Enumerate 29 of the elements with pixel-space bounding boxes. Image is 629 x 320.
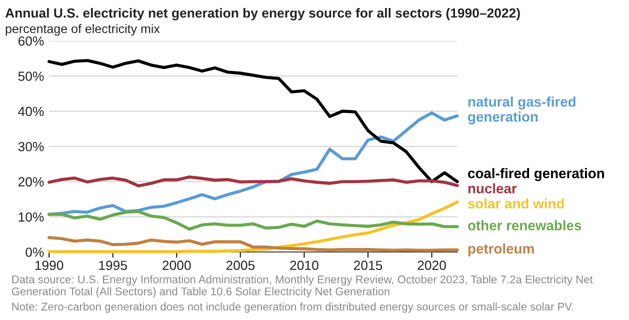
x-tick-label: 2000 <box>162 260 191 270</box>
line-series <box>48 58 459 184</box>
series-label: nuclear <box>468 183 517 194</box>
x-tick-label: 2010 <box>290 260 318 270</box>
source-note: Data source: U.S. Energy Information Administration, Monthly Energy Review, October 2023, Table 7.2a Electricity Net Generation Total (All Sectors) and Table 10.6 Solar Electricity Net Generation <box>12 275 593 298</box>
x-tick-label: 2005 <box>226 260 255 270</box>
line-series <box>48 210 459 231</box>
series-label: petroleum <box>468 243 534 256</box>
chart-title: Annual U.S. electricity net generation by energy source for all sectors (1990–2022) <box>5 8 520 20</box>
x-tick-label: 1990 <box>35 260 64 270</box>
y-tick-label: 10% <box>18 212 44 222</box>
series-label: coal-fired generation <box>468 168 604 182</box>
line-series <box>48 236 459 252</box>
y-tick-label: 0% <box>26 248 44 257</box>
y-tick-label: 60% <box>18 36 44 46</box>
y-tick-label: 40% <box>18 106 44 116</box>
y-tick-label: 20% <box>18 177 44 187</box>
text: Note: Zero-carbon generation does not include generation from distributed energy sources or small-scale solar PV. <box>12 302 574 313</box>
series-label: natural gas-fired generation <box>468 96 576 125</box>
y-tick-label: 30% <box>18 142 44 152</box>
line-series <box>48 175 459 188</box>
chart-subtitle: percentage of electricity mix <box>6 24 160 36</box>
y-tick-label: 50% <box>18 72 44 81</box>
x-tick-label: 2020 <box>418 260 446 270</box>
x-tick-label: 2015 <box>354 260 382 270</box>
x-tick-label: 1995 <box>99 260 127 270</box>
series-label: solar and wind <box>468 198 564 209</box>
series-label: other renewables <box>468 220 582 230</box>
line-series <box>48 200 459 254</box>
